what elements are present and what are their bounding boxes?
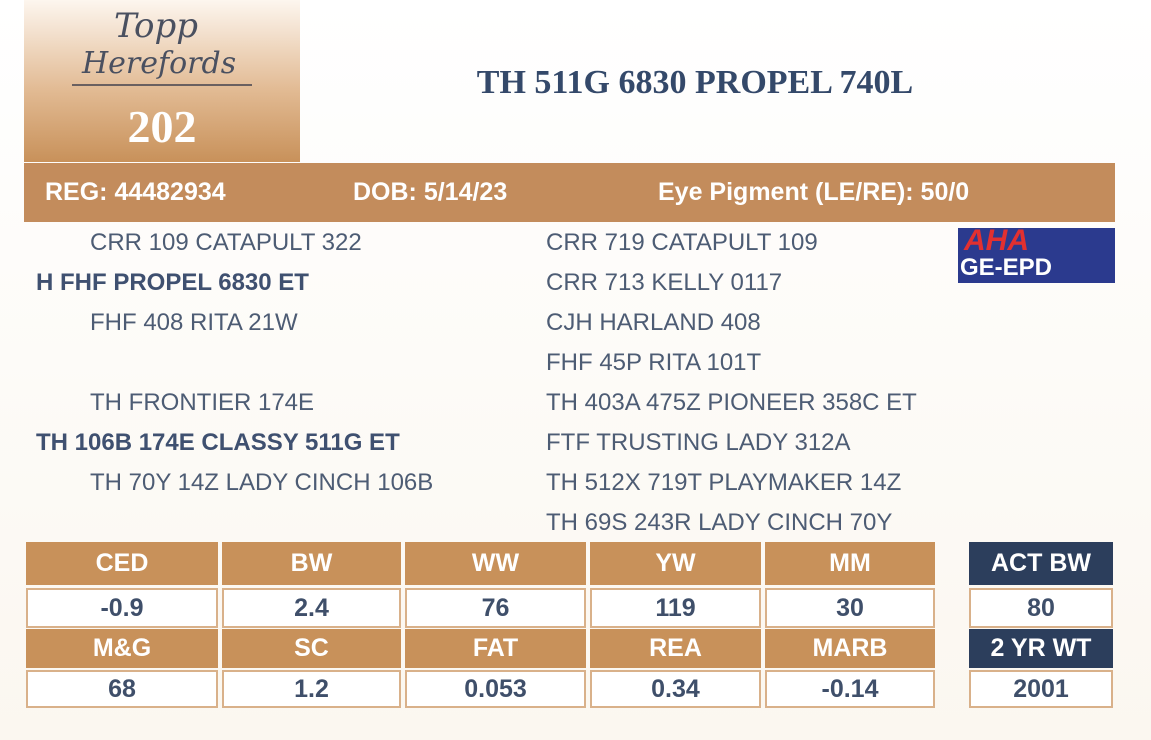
pedigree-line: CRR 109 CATAPULT 322 bbox=[90, 229, 362, 256]
pedigree-line: TH 403A 475Z PIONEER 358C ET bbox=[546, 389, 917, 416]
actual-value: 80 bbox=[969, 588, 1113, 628]
logo-text: Topp bbox=[114, 6, 199, 46]
pedigree-line: TH FRONTIER 174E bbox=[90, 389, 315, 416]
pedigree-parent: H FHF PROPEL 6830 ET bbox=[36, 269, 309, 296]
epd-value: 0.34 bbox=[590, 670, 761, 708]
pedigree-line: TH 69S 243R LADY CINCH 70Y bbox=[546, 509, 893, 536]
badge-text: AHA bbox=[964, 228, 1029, 257]
epd-value: -0.14 bbox=[765, 670, 935, 708]
epd-header: REA bbox=[590, 629, 761, 668]
epd-header: MM bbox=[765, 542, 935, 585]
epd-header: M&G bbox=[26, 629, 218, 668]
info-cell: REG: 44482934 bbox=[45, 178, 226, 206]
lot-number: 202 bbox=[127, 101, 197, 152]
epd-header: BW bbox=[222, 542, 401, 585]
pedigree-line: CRR 713 KELLY 0117 bbox=[546, 269, 783, 296]
epd-value: 119 bbox=[590, 588, 761, 628]
epd-value: 1.2 bbox=[222, 670, 401, 708]
pedigree-line: TH 70Y 14Z LADY CINCH 106B bbox=[90, 469, 434, 496]
pedigree-line: FTF TRUSTING LADY 312A bbox=[546, 429, 851, 456]
badge-text: GE-EPD bbox=[960, 254, 1053, 281]
animal-name: TH 511G 6830 PROPEL 740L bbox=[476, 64, 914, 101]
pedigree-line: CJH HARLAND 408 bbox=[546, 309, 761, 336]
epd-value: 68 bbox=[26, 670, 218, 708]
info-cell: DOB: 5/14/23 bbox=[353, 178, 508, 206]
epd-header: FAT bbox=[405, 629, 586, 668]
pedigree-line: TH 512X 719T PLAYMAKER 14Z bbox=[546, 469, 902, 496]
logo-rule bbox=[72, 84, 252, 86]
info-bar: REG: 44482934 DOB: 5/14/23 Eye Pigment (… bbox=[24, 163, 1115, 222]
actual-value: 2001 bbox=[969, 670, 1113, 708]
pedigree-line: FHF 45P RITA 101T bbox=[546, 349, 762, 376]
logo-text: Herefords bbox=[82, 46, 237, 81]
epd-header: WW bbox=[405, 542, 586, 585]
epd-value: 0.053 bbox=[405, 670, 586, 708]
epd-header: SC bbox=[222, 629, 401, 668]
ge-epd-badge: AHA GE-EPD bbox=[958, 228, 1115, 283]
actual-header: ACT BW bbox=[969, 542, 1113, 585]
pedigree-line: CRR 719 CATAPULT 109 bbox=[546, 229, 818, 256]
epd-value: -0.9 bbox=[26, 588, 218, 628]
epd-header: CED bbox=[26, 542, 218, 585]
epd-value: 30 bbox=[765, 588, 935, 628]
epd-value: 2.4 bbox=[222, 588, 401, 628]
actual-header: 2 YR WT bbox=[969, 629, 1113, 668]
logo-box: Topp Herefords 202 bbox=[24, 0, 300, 162]
info-cell: Eye Pigment (LE/RE): 50/0 bbox=[658, 178, 970, 206]
epd-value: 76 bbox=[405, 588, 586, 628]
epd-header: MARB bbox=[765, 629, 935, 668]
epd-header: YW bbox=[590, 542, 761, 585]
pedigree-line: FHF 408 RITA 21W bbox=[90, 309, 298, 336]
pedigree-parent: TH 106B 174E CLASSY 511G ET bbox=[36, 429, 400, 456]
